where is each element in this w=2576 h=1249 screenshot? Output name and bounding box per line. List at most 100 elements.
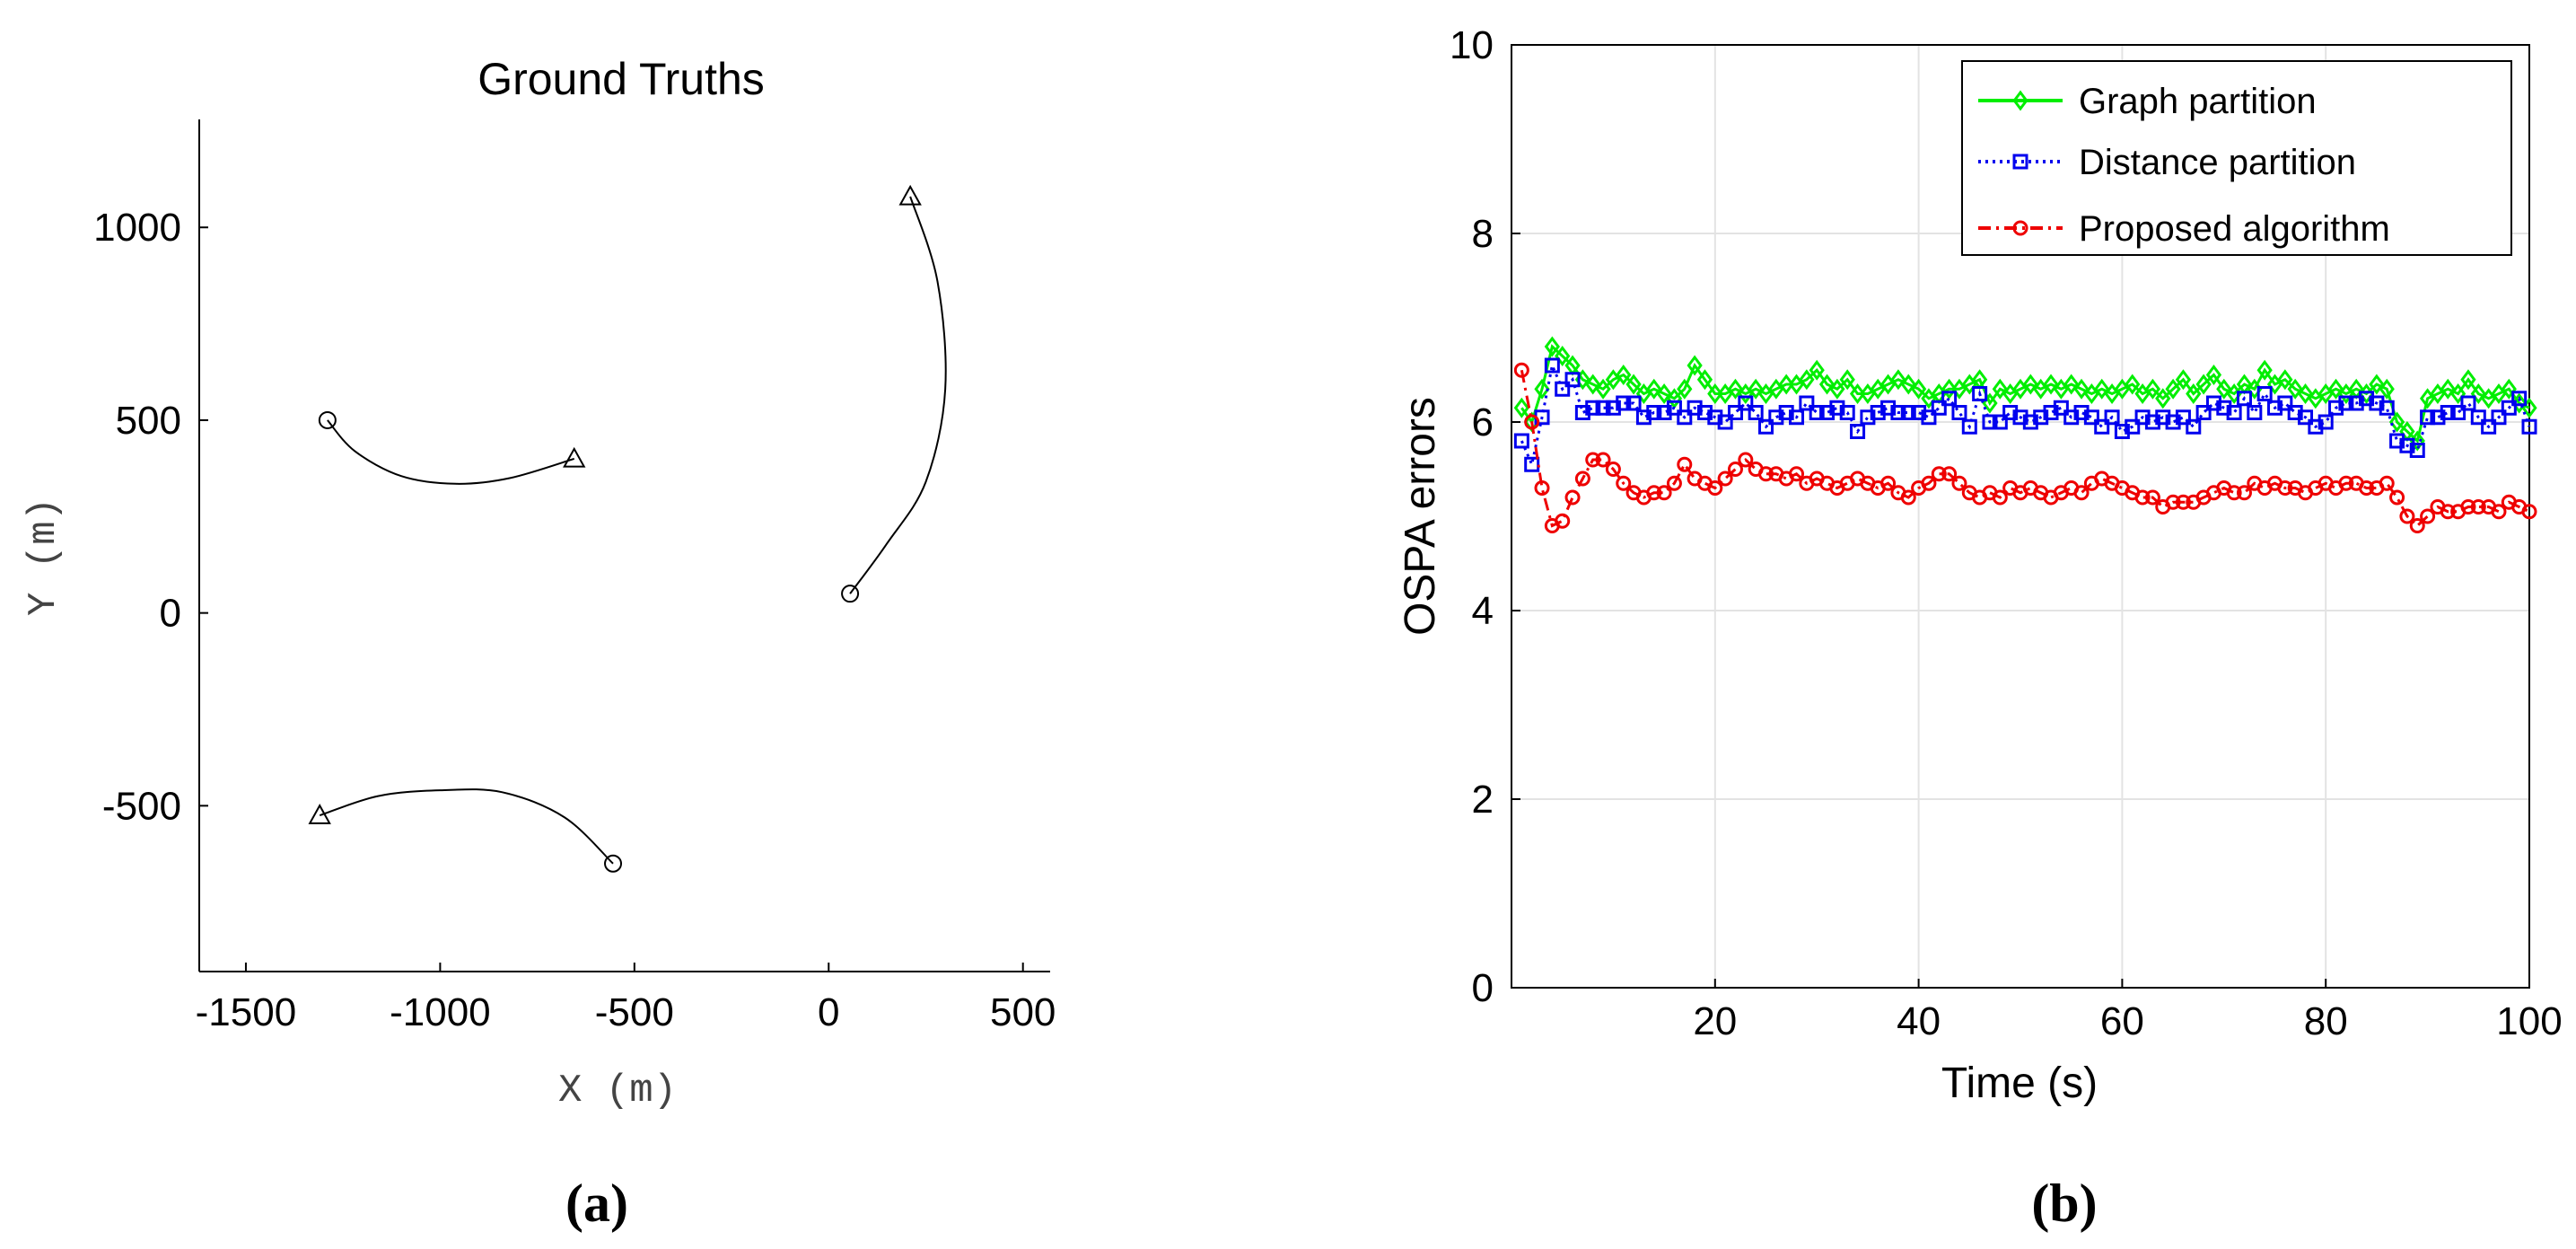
series-2-point: [1616, 395, 1632, 411]
series-3-point: [1646, 485, 1662, 501]
series-2-point: [2125, 418, 2141, 435]
series-1-point: [1748, 378, 1764, 400]
series-2-point: [1870, 405, 1886, 420]
series-3-point: [2470, 499, 2486, 515]
series-2-point: [1982, 414, 1998, 430]
series-1-point: [2144, 378, 2161, 400]
series-3-point: [2359, 480, 2375, 496]
panel-a: Ground Truths -1500 -1000 -500 0 500 -500 0 50…: [22, 54, 1056, 1233]
series-2-point: [1931, 400, 1947, 416]
series-2-point: [2205, 395, 2221, 411]
series-2-point: [1860, 409, 1876, 426]
series-3-point: [1727, 462, 1743, 477]
series-1-point: [2175, 369, 2192, 391]
series-2-point: [2501, 400, 2517, 416]
series-3-point: [2389, 489, 2405, 506]
series-2-point: [1880, 400, 1897, 416]
series-3-point: [2338, 475, 2354, 491]
series-1-point: [1829, 378, 1845, 400]
series-1-point: [2287, 378, 2303, 400]
series-2-point: [2012, 409, 2028, 426]
series-2-point: [2318, 414, 2334, 430]
series-2-point: [2114, 424, 2130, 439]
series-2-point: [1717, 414, 1733, 430]
series-2-point: [2053, 400, 2069, 416]
series-1: [1513, 336, 2537, 452]
series-2-point: [2491, 409, 2507, 426]
series-1-point: [1534, 378, 1550, 400]
series-1-point: [1555, 346, 1571, 366]
series-1-point: [2460, 369, 2476, 391]
series-2-point: [2073, 405, 2090, 420]
series-3-point: [1616, 475, 1632, 491]
series-1-point: [1941, 378, 1958, 400]
series-3-point: [1513, 362, 1529, 378]
series-2-point: [1687, 400, 1703, 416]
series-2-point: [2511, 391, 2528, 407]
series-1-point: [2063, 374, 2080, 395]
track-1-start-marker: [318, 410, 337, 429]
series-2-point: [1890, 405, 1906, 420]
series-3-point: [1789, 466, 1805, 482]
series-2-point: [1666, 400, 1682, 416]
y-tick-label: 0: [160, 592, 181, 636]
series-2-point: [2216, 400, 2232, 416]
series-2-point: [2450, 405, 2466, 420]
series-2-point: [1595, 400, 1611, 416]
series-2-point: [2104, 409, 2120, 426]
series-2-point: [2175, 409, 2191, 426]
panel-b-axes-box: [1511, 44, 2530, 989]
series-1-point: [1513, 397, 1529, 418]
series-2-point: [2359, 391, 2375, 407]
y-tick-label: 8: [1472, 212, 1494, 256]
series-2-point: [1605, 400, 1621, 416]
series-3-point: [2175, 494, 2191, 510]
series-3-point: [1677, 456, 1693, 472]
series-1-point: [1625, 374, 1642, 395]
legend-label-2: Distance partition: [2079, 143, 2356, 182]
series-3-point: [2491, 504, 2507, 520]
panel-b-y-ticks: 0 2 4 6 8 10: [1450, 23, 1520, 1010]
series-1-point: [1890, 369, 1906, 391]
y-tick-label: -500: [102, 784, 181, 828]
series-3-point: [1900, 489, 1916, 506]
series-1-point: [1839, 369, 1855, 391]
series-2-point: [1564, 372, 1581, 388]
x-tick-label: 20: [1693, 999, 1737, 1043]
series-3-point: [1666, 475, 1682, 491]
series-2-point: [2338, 395, 2354, 411]
series-3-point: [1585, 452, 1601, 468]
series-2: [1513, 357, 2537, 472]
series-3-point: [2226, 485, 2242, 501]
y-tick-label: 4: [1472, 589, 1494, 633]
series-2-point: [2369, 395, 2385, 411]
series-3-line: [1520, 369, 2530, 528]
series-2-point: [2033, 409, 2049, 426]
series-2-point: [2256, 386, 2273, 401]
series-1-point: [2216, 378, 2232, 400]
legend-marker-1: [2012, 90, 2028, 111]
series-2-point: [1656, 405, 1672, 420]
x-tick-label: 60: [2100, 999, 2144, 1043]
series-1-point: [2125, 374, 2141, 395]
series-2-point: [2267, 400, 2282, 416]
series-3-point: [1951, 475, 1967, 491]
x-tick-label: 0: [818, 990, 839, 1034]
series-2-point: [1992, 414, 2008, 430]
series-2-point: [1789, 409, 1805, 426]
series-2-point: [2043, 405, 2059, 420]
panel-b-ylabel: OSPA errors: [1397, 397, 1444, 636]
series-2-point: [2298, 409, 2314, 426]
series-1-point: [1585, 374, 1601, 395]
series-2-point: [2379, 400, 2395, 416]
series-2-point: [2420, 409, 2436, 426]
y-tick-label: 10: [1450, 23, 1494, 67]
panel-b-xlabel: Time (s): [1941, 1060, 2098, 1107]
series-2-point: [1839, 405, 1855, 420]
series-2-point: [1951, 405, 1967, 420]
legend-box: [1961, 60, 2512, 256]
series-1-point: [1809, 359, 1825, 381]
panel-a-label: (a): [565, 1174, 628, 1233]
series-1-point: [1818, 374, 1836, 395]
